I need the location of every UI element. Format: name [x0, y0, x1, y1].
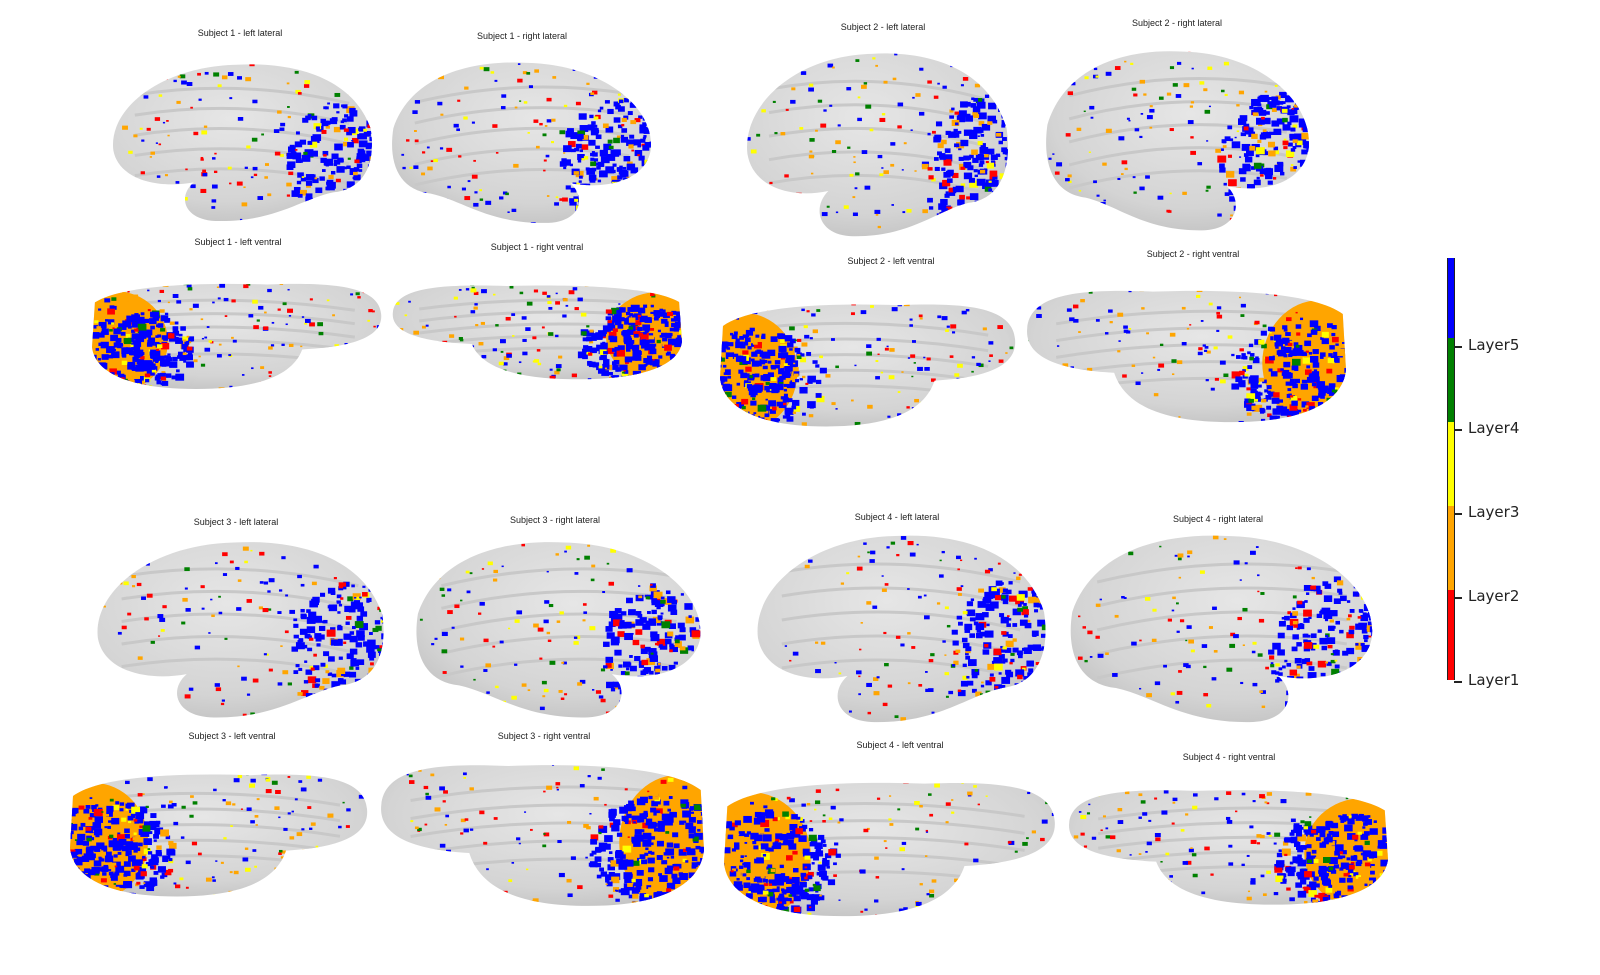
colorbar-label-layer2: Layer2	[1468, 587, 1520, 606]
brain-surface-image	[70, 774, 368, 897]
brain-surface-image	[392, 62, 652, 223]
brain-surface-image	[1046, 51, 1309, 231]
colorbar-segment-layer4	[1448, 338, 1454, 422]
colorbar-tick	[1454, 513, 1462, 515]
cortex-outline	[720, 304, 1016, 427]
colorbar-segment-layer2	[1448, 506, 1454, 590]
panel-title: Subject 1 - left ventral	[194, 237, 282, 247]
panel-title: Subject 4 - right ventral	[1182, 752, 1276, 762]
colorbar-label-layer1: Layer1	[1468, 671, 1520, 690]
cortex-outline	[392, 285, 682, 380]
brain-surface-image	[1070, 535, 1373, 723]
panel-title: Subject 2 - left ventral	[847, 256, 935, 266]
colorbar-label-layer3: Layer3	[1468, 503, 1520, 522]
panel-title: Subject 2 - right lateral	[1131, 18, 1223, 28]
panel-title: Subject 3 - left ventral	[188, 731, 276, 741]
cortex-outline	[392, 62, 652, 223]
colorbar-tick	[1454, 597, 1462, 599]
brain-surface-image	[1027, 290, 1346, 423]
panel-title: Subject 1 - left lateral	[197, 28, 283, 38]
colorbar-tick	[1454, 681, 1462, 683]
panel-title: Subject 4 - left ventral	[856, 740, 944, 750]
panel-title: Subject 3 - right ventral	[497, 731, 591, 741]
brain-surface-image	[392, 285, 682, 380]
cortex-outline	[381, 765, 704, 906]
colorbar-bar	[1447, 258, 1455, 680]
panel-title: Subject 3 - left lateral	[193, 517, 279, 527]
cortex-outline	[1046, 51, 1309, 231]
brain-surface-image	[381, 765, 704, 906]
brain-surface-image	[97, 542, 384, 718]
colorbar-label-layer4: Layer4	[1468, 419, 1520, 438]
panel-title: Subject 1 - right ventral	[490, 242, 584, 252]
brain-surface-image	[92, 283, 382, 389]
panel-title: Subject 4 - right lateral	[1172, 514, 1264, 524]
brain-surface-image	[1069, 790, 1388, 905]
colorbar-tick	[1454, 429, 1462, 431]
colorbar-segment-layer5	[1448, 258, 1454, 338]
colorbar-segment-layer1	[1448, 590, 1454, 680]
brain-surface-image	[720, 304, 1016, 427]
panel-title: Subject 1 - right lateral	[476, 31, 568, 41]
brain-surface-image	[112, 64, 372, 222]
cortex-outline	[747, 53, 1008, 237]
brain-surface-image	[416, 542, 701, 718]
panel-title: Subject 2 - left lateral	[840, 22, 926, 32]
brain-surface-image	[757, 535, 1046, 723]
panel-title: Subject 2 - right ventral	[1146, 249, 1240, 259]
colorbar-segment-layer3	[1448, 422, 1454, 506]
brain-surface-image	[724, 782, 1055, 917]
brain-surface-image	[747, 53, 1008, 237]
panel-title: Subject 3 - right lateral	[509, 515, 601, 525]
colorbar-label-layer5: Layer5	[1468, 336, 1520, 355]
panel-title: Subject 4 - left lateral	[854, 512, 940, 522]
colorbar-tick	[1454, 346, 1462, 348]
